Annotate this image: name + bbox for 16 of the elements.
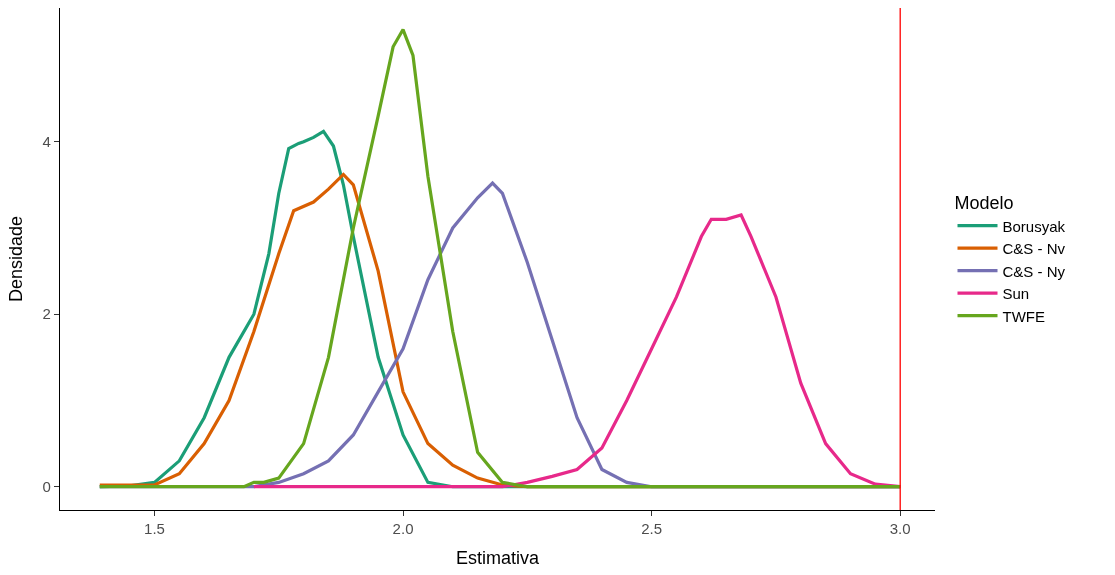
legend-label: C&S - Nv (1002, 240, 1066, 257)
legend-label: C&S - Ny (1002, 262, 1066, 280)
x-tick-label: 2.0 (392, 520, 414, 538)
y-tick-label: 2 (42, 305, 51, 323)
legend-label: Sun (1002, 285, 1030, 302)
legend-label: TWFE (1002, 307, 1045, 325)
line-series (98, 27, 902, 489)
legend-title: Modelo (954, 193, 1014, 214)
y-axis-title: Densidade (5, 215, 26, 303)
x-axis-title: Estimativa (455, 548, 540, 569)
x-tick-label: 1.5 (144, 520, 165, 538)
x-tick-label: 3.0 (889, 520, 911, 538)
y-tick-label: 0 (42, 477, 51, 495)
x-tick-label: 2.5 (641, 520, 663, 538)
y-tick-label: 4 (42, 132, 51, 150)
legend-label: Borusyak (1002, 217, 1066, 235)
